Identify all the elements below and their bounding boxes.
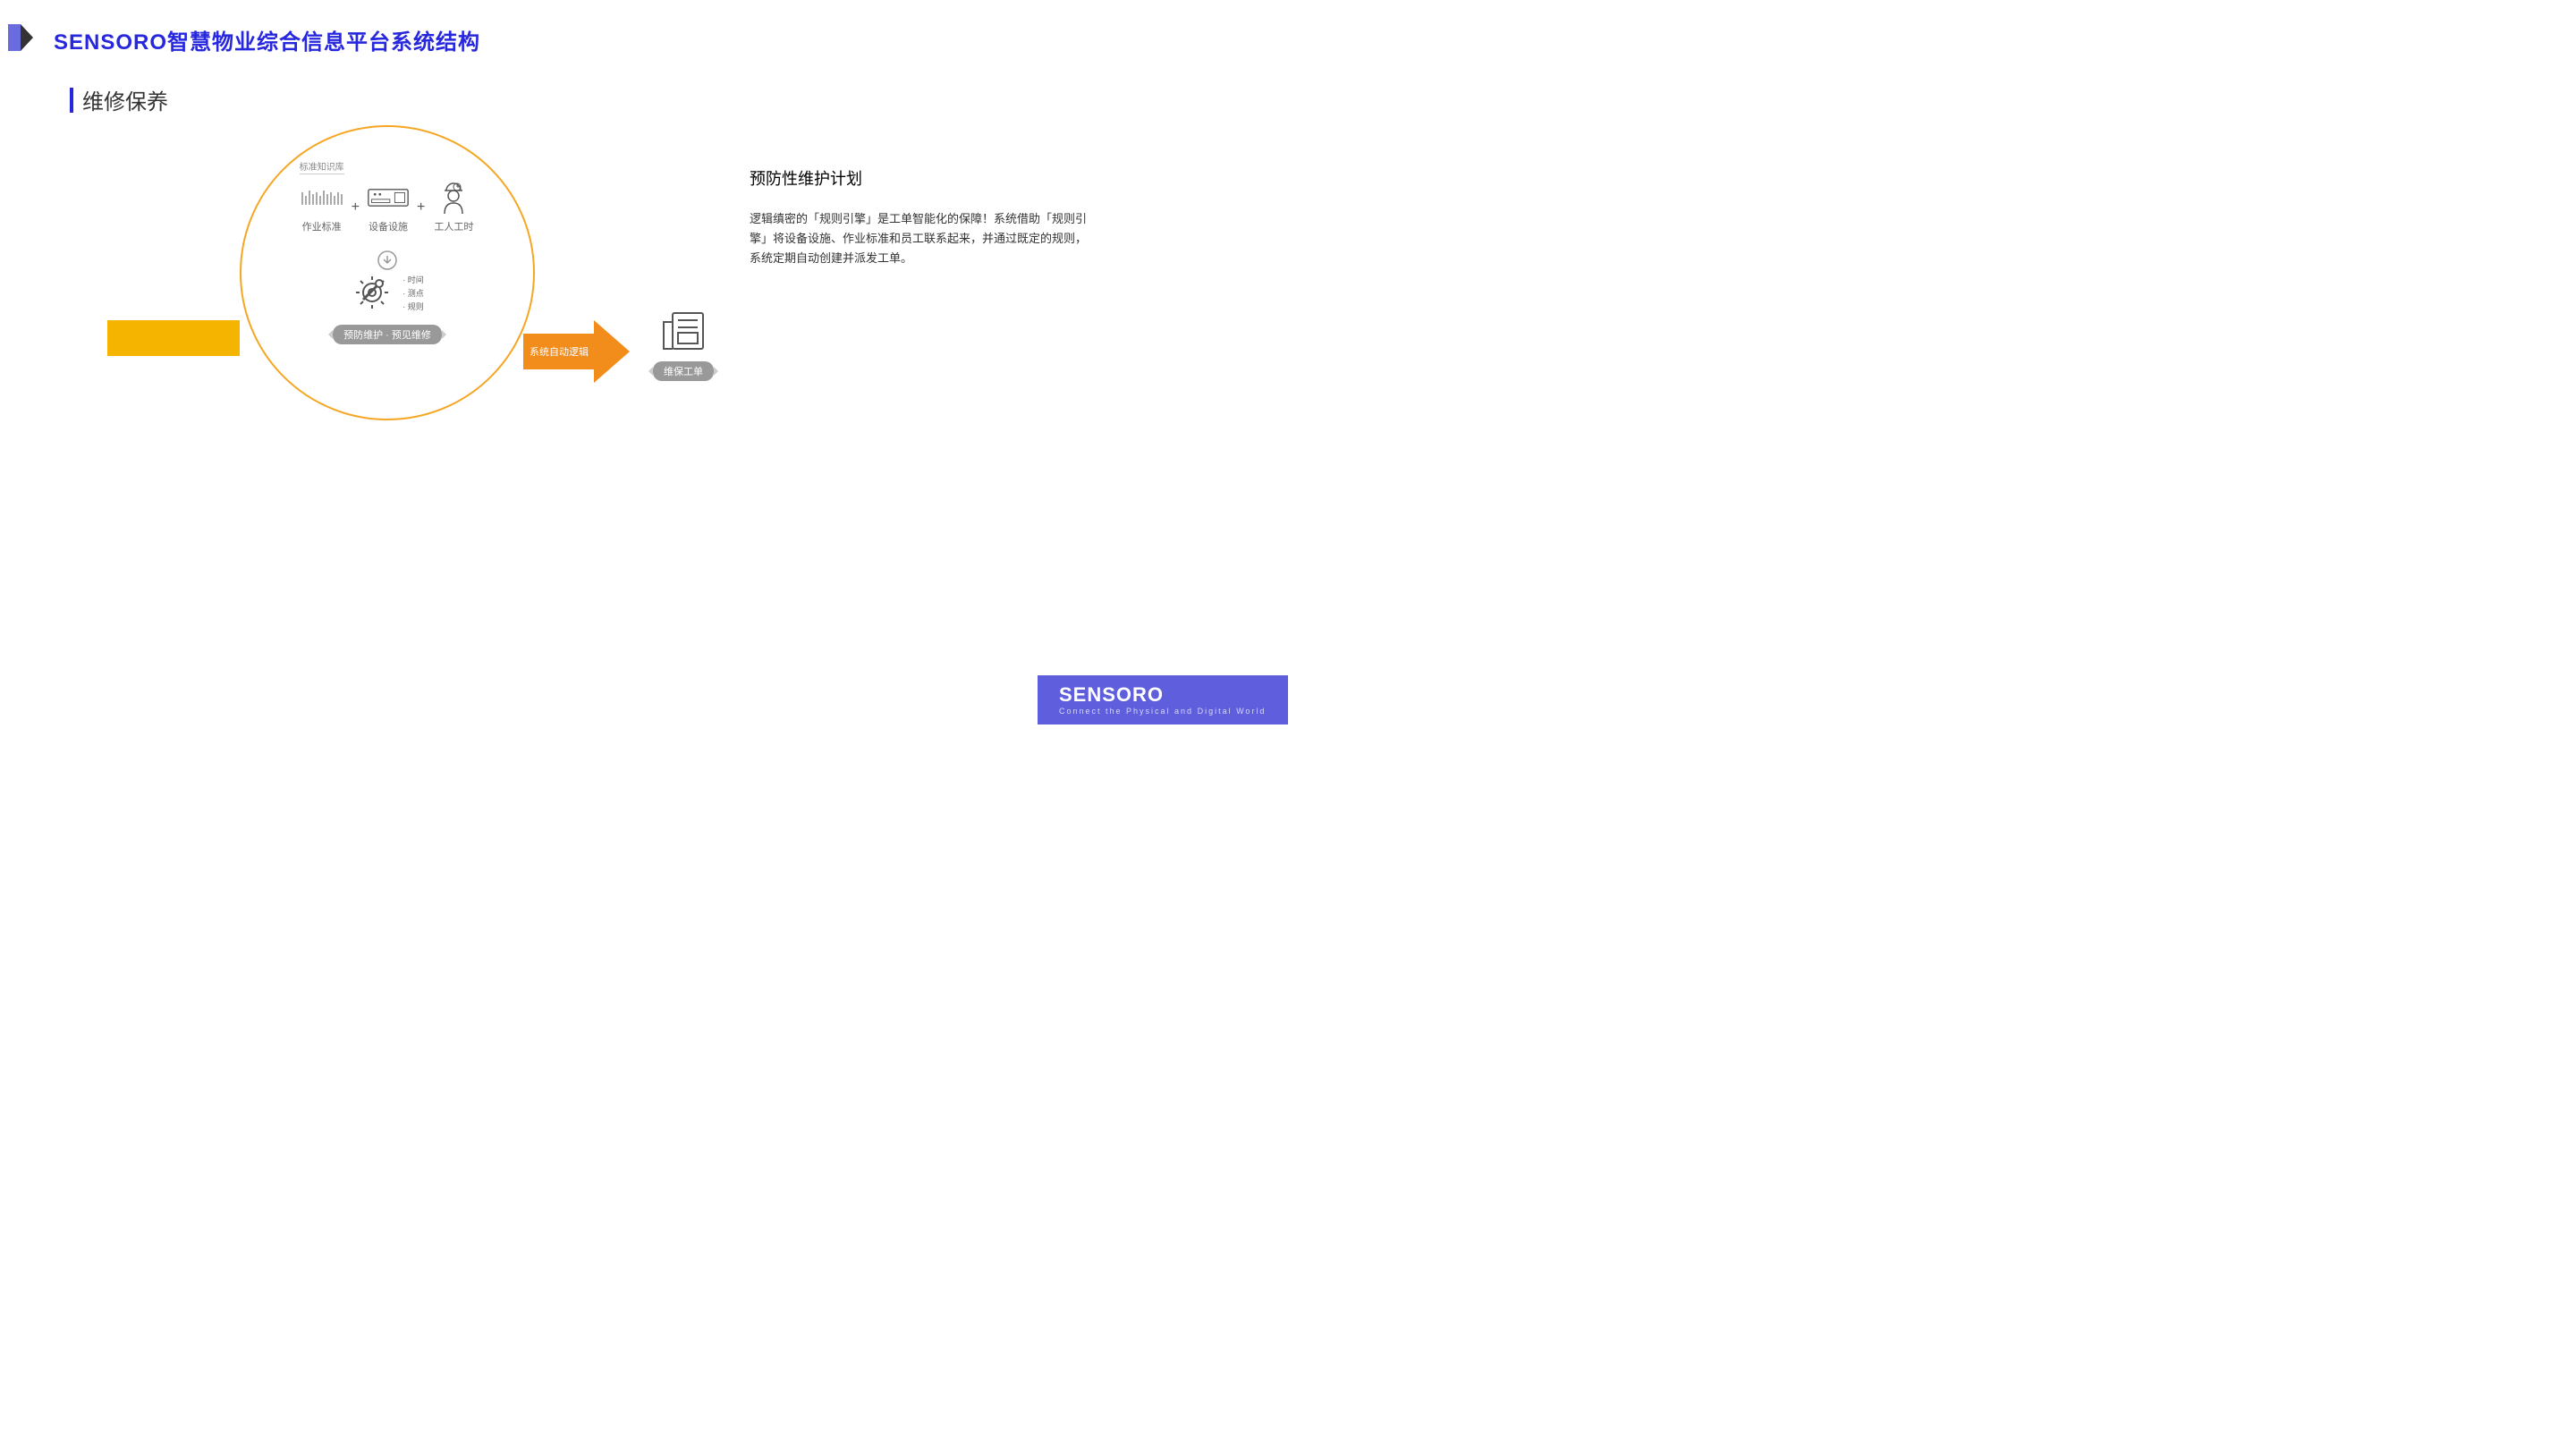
- barcode-icon: [301, 182, 343, 214]
- rules-list: 时间 测点 规则: [402, 274, 424, 312]
- item-label: 工人工时: [434, 219, 473, 233]
- work-order-icon: [660, 309, 707, 352]
- diagram-container: 标准知识库 作业标准 +: [107, 125, 716, 447]
- arrow-label: 系统自动逻辑: [523, 334, 595, 369]
- header-arrow-icon: [21, 24, 33, 51]
- down-arrow-icon: [377, 250, 398, 271]
- description-body: 逻辑缜密的「规则引擎」是工单智能化的保障！系统借助「规则引擎」将设备设施、作业标…: [750, 209, 1089, 268]
- arrow-head-icon: [594, 320, 630, 383]
- prevent-maintenance-pill: 预防维护 · 预见维修: [333, 325, 442, 344]
- subtitle-text: 维修保养: [82, 84, 168, 115]
- subtitle-block: 维修保养: [70, 84, 168, 115]
- worker-icon: [432, 182, 475, 214]
- subtitle-accent-bar: [70, 88, 73, 113]
- rules-engine-row: 时间 测点 规则 预防维护 · 预见维修: [333, 250, 442, 344]
- process-circle: 标准知识库 作业标准 +: [240, 125, 535, 420]
- yellow-input-tab: [107, 320, 240, 356]
- input-item-worker: 工人工时: [432, 182, 475, 233]
- server-icon: [367, 182, 410, 214]
- output-pill: 维保工单: [653, 361, 714, 381]
- description-title: 预防性维护计划: [750, 166, 1089, 190]
- input-item-equipment: 设备设施: [367, 182, 410, 233]
- output-group: 维保工单: [653, 309, 714, 381]
- inputs-row: 标准知识库 作业标准 +: [300, 159, 476, 233]
- item-label: 设备设施: [369, 219, 408, 233]
- footer-tagline: Connect the Physical and Digital World: [1059, 707, 1288, 716]
- header-accent-bar: [8, 24, 21, 51]
- gear-area: 时间 测点 规则: [351, 271, 424, 314]
- rule-item: 时间: [402, 274, 424, 285]
- gear-wrench-icon: [351, 271, 394, 314]
- page-title: SENSORO智慧物业综合信息平台系统结构: [54, 24, 480, 55]
- plus-icon: +: [352, 199, 360, 233]
- kb-label: 标准知识库: [300, 159, 344, 174]
- rule-item: 规则: [402, 301, 424, 312]
- flow-arrow: 系统自动逻辑: [523, 320, 630, 383]
- input-item-standard: 标准知识库 作业标准: [300, 159, 344, 233]
- footer-logo-block: SENSORO Connect the Physical and Digital…: [1038, 675, 1288, 724]
- rule-item: 测点: [402, 287, 424, 299]
- item-label: 作业标准: [302, 219, 342, 233]
- description-panel: 预防性维护计划 逻辑缜密的「规则引擎」是工单智能化的保障！系统借助「规则引擎」将…: [750, 166, 1089, 268]
- plus-icon: +: [417, 199, 425, 233]
- footer-brand: SENSORO: [1059, 685, 1288, 705]
